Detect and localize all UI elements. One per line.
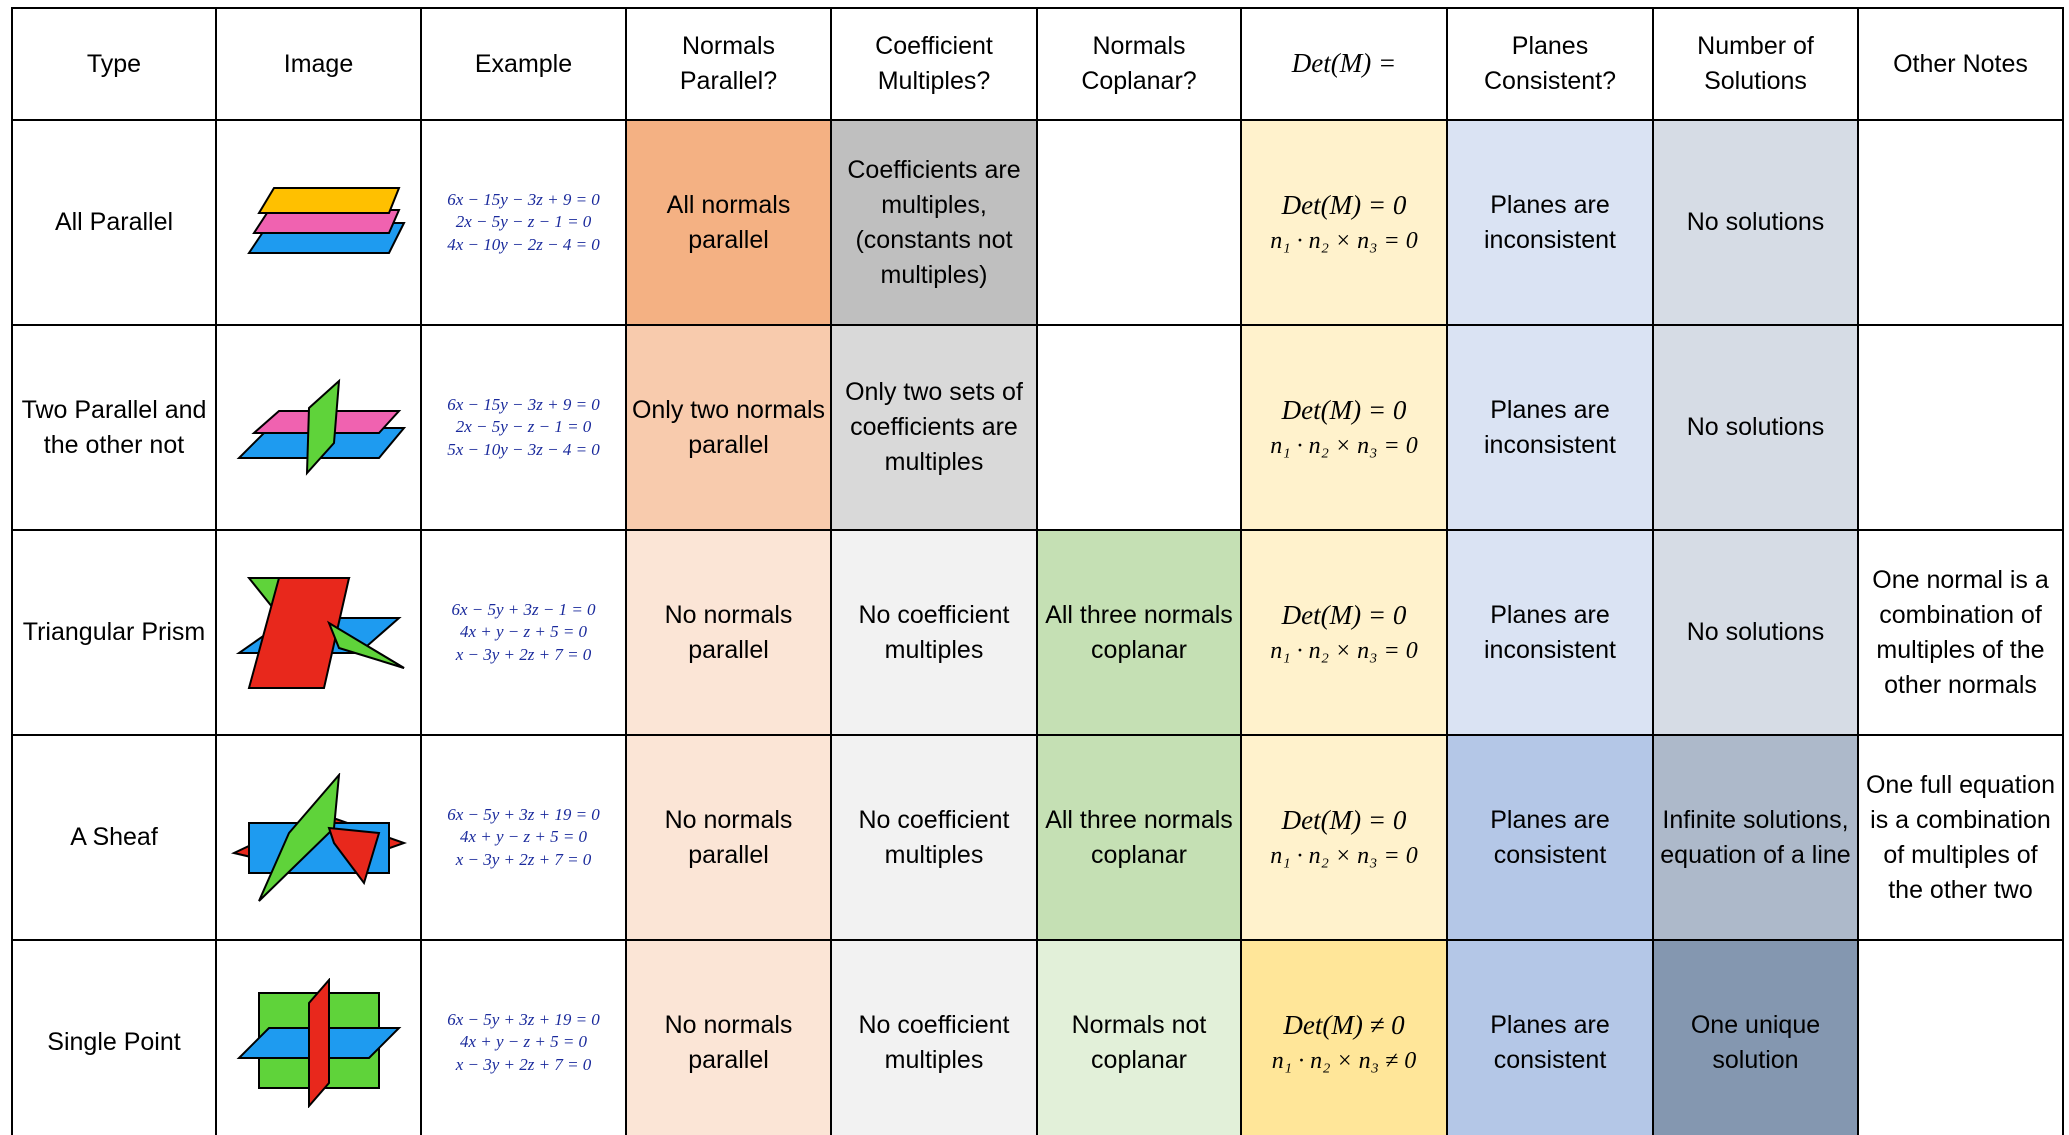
coefficient-multiples-cell: No coefficient multiples [830, 734, 1038, 941]
table-row: Single Point 6x − 5y + 3z + 19 = 0 4x + y … [11, 939, 2064, 1135]
planes-table: Type Image Example Normals Parallel? Coe… [11, 7, 2064, 1135]
notes-cell: One normal is a combination of multiples… [1857, 529, 2064, 736]
equation: 2x − 5y − z − 1 = 0 [455, 212, 592, 232]
equation: 4x + y − z + 5 = 0 [459, 827, 588, 847]
image-cell [215, 734, 422, 941]
normals-coplanar-cell: All three normals coplanar [1036, 529, 1242, 736]
solutions-cell: No solutions [1652, 529, 1859, 736]
image-cell [215, 529, 422, 736]
determinant-line: Det(M) = 0 [1281, 804, 1407, 835]
coefficient-multiples-cell: No coefficient multiples [830, 939, 1038, 1135]
header-cell: Normals Parallel? [625, 7, 832, 121]
notes-cell [1857, 119, 2064, 326]
determinant-line: n₁ · n₂ × n₃ ≠ 0 [1271, 1047, 1417, 1074]
planes-consistent-cell: Planes are inconsistent [1446, 529, 1654, 736]
header-cell: Number of Solutions [1652, 7, 1859, 121]
coefficient-multiples-cell: Coefficients are multiples, (constants n… [830, 119, 1038, 326]
equation: 6x − 15y − 3z + 9 = 0 [447, 395, 600, 415]
determinant-cell: Det(M) = 0 n₁ · n₂ × n₃ = 0 [1240, 324, 1448, 531]
example-cell: 6x − 15y − 3z + 9 = 0 2x − 5y − z − 1 = 0… [420, 119, 627, 326]
equation: x − 3y + 2z + 7 = 0 [455, 849, 592, 869]
solutions-cell: No solutions [1652, 119, 1859, 326]
notes-cell [1857, 324, 2064, 531]
determinant-line: Det(M) ≠ 0 [1283, 1009, 1405, 1040]
normals-parallel-cell: No normals parallel [625, 529, 832, 736]
solutions-cell: No solutions [1652, 324, 1859, 531]
type-cell: Triangular Prism [11, 529, 217, 736]
equation: 6x − 5y + 3z − 1 = 0 [451, 600, 596, 620]
type-cell: Single Point [11, 939, 217, 1135]
header-cell: Planes Consistent? [1446, 7, 1654, 121]
plane-image [236, 977, 401, 1108]
determinant-line: Det(M) = 0 [1281, 189, 1407, 220]
type-cell: A Sheaf [11, 734, 217, 941]
header-cell: Normals Coplanar? [1036, 7, 1242, 121]
plane-image [246, 186, 406, 254]
equation: 6x − 5y + 3z + 19 = 0 [447, 1010, 600, 1030]
normals-parallel-cell: No normals parallel [625, 734, 832, 941]
determinant-cell: Det(M) = 0 n₁ · n₂ × n₃ = 0 [1240, 529, 1448, 736]
plane-image [236, 378, 406, 476]
solutions-cell: Infinite solutions, equation of a line [1652, 734, 1859, 941]
header-cell: Type [11, 7, 217, 121]
plane-image [235, 576, 405, 689]
equation: 4x + y − z + 5 = 0 [459, 622, 588, 642]
coefficient-multiples-cell: No coefficient multiples [830, 529, 1038, 736]
planes-consistent-cell: Planes are consistent [1446, 734, 1654, 941]
notes-cell: One full equation is a combination of mu… [1857, 734, 2064, 941]
determinant-cell: Det(M) = 0 n₁ · n₂ × n₃ = 0 [1240, 734, 1448, 941]
determinant-line: n₁ · n₂ × n₃ = 0 [1270, 227, 1418, 254]
header-cell: Example [420, 7, 627, 121]
header-cell: Image [215, 7, 422, 121]
determinant-line: n₁ · n₂ × n₃ = 0 [1270, 432, 1418, 459]
solutions-cell: One unique solution [1652, 939, 1859, 1135]
normals-coplanar-cell [1036, 119, 1242, 326]
coefficient-multiples-cell: Only two sets of coefficients are multip… [830, 324, 1038, 531]
equation: 4x − 10y − 2z − 4 = 0 [447, 234, 600, 254]
equation: 2x − 5y − z − 1 = 0 [455, 417, 592, 437]
plane-image [230, 772, 407, 902]
normals-parallel-cell: All normals parallel [625, 119, 832, 326]
header-cell: Other Notes [1857, 7, 2064, 121]
example-cell: 6x − 15y − 3z + 9 = 0 2x − 5y − z − 1 = 0… [420, 324, 627, 531]
equation: 4x + y − z + 5 = 0 [459, 1032, 588, 1052]
header-cell: Det(M) = [1240, 7, 1448, 121]
planes-consistent-cell: Planes are consistent [1446, 939, 1654, 1135]
notes-cell [1857, 939, 2064, 1135]
determinant-line: n₁ · n₂ × n₃ = 0 [1270, 842, 1418, 869]
determinant-cell: Det(M) = 0 n₁ · n₂ × n₃ = 0 [1240, 119, 1448, 326]
type-cell: All Parallel [11, 119, 217, 326]
equation: 5x − 10y − 3z − 4 = 0 [447, 439, 600, 459]
normals-coplanar-cell: Normals not coplanar [1036, 939, 1242, 1135]
normals-parallel-cell: No normals parallel [625, 939, 832, 1135]
determinant-cell: Det(M) ≠ 0 n₁ · n₂ × n₃ ≠ 0 [1240, 939, 1448, 1135]
normals-coplanar-cell [1036, 324, 1242, 531]
table-row: Two Parallel and the other not 6x − 15y −… [11, 324, 2064, 531]
planes-consistent-cell: Planes are inconsistent [1446, 119, 1654, 326]
determinant-line: n₁ · n₂ × n₃ = 0 [1270, 637, 1418, 664]
normals-parallel-cell: Only two normals parallel [625, 324, 832, 531]
equation: 6x − 15y − 3z + 9 = 0 [447, 190, 600, 210]
table-row: All Parallel 6x − 15y − 3z + 9 = 0 2x − 5y… [11, 119, 2064, 326]
table-row: A Sheaf 6x − 5y + 3z + 19 = 0 4x + y − z +… [11, 734, 2064, 941]
equation: x − 3y + 2z + 7 = 0 [455, 1054, 592, 1074]
table-row: Triangular Prism 6x − 5y + 3z − 1 = 0 4x +… [11, 529, 2064, 736]
image-cell [215, 119, 422, 326]
header-cell: Coefficient Multiples? [830, 7, 1038, 121]
determinant-line: Det(M) = 0 [1281, 599, 1407, 630]
image-cell [215, 939, 422, 1135]
planes-consistent-cell: Planes are inconsistent [1446, 324, 1654, 531]
determinant-line: Det(M) = 0 [1281, 394, 1407, 425]
equation: 6x − 5y + 3z + 19 = 0 [447, 805, 600, 825]
equation: x − 3y + 2z + 7 = 0 [455, 644, 592, 664]
type-cell: Two Parallel and the other not [11, 324, 217, 531]
header-row: Type Image Example Normals Parallel? Coe… [11, 7, 2064, 121]
image-cell [215, 324, 422, 531]
normals-coplanar-cell: All three normals coplanar [1036, 734, 1242, 941]
